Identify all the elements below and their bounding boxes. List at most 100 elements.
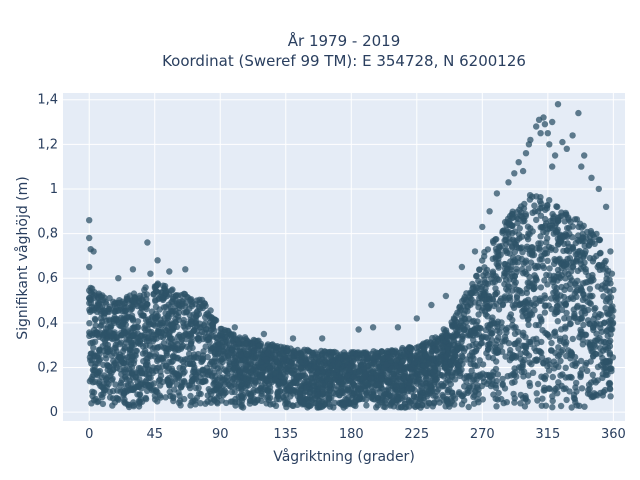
scatter-point: [187, 296, 194, 304]
scatter-point: [541, 121, 549, 128]
scatter-point: [383, 361, 390, 368]
scatter-point: [554, 226, 561, 233]
scatter-point: [128, 369, 136, 376]
scatter-point: [561, 315, 568, 322]
scatter-point: [104, 362, 111, 369]
scatter-point: [525, 321, 532, 328]
scatter-point: [460, 391, 467, 398]
scatter-point: [499, 229, 506, 236]
scatter-point: [494, 262, 502, 270]
scatter-point: [417, 383, 424, 390]
scatter-point: [362, 369, 369, 377]
scatter-point: [541, 250, 548, 258]
scatter-point: [594, 336, 601, 343]
scatter-point: [203, 364, 211, 372]
scatter-point: [319, 335, 326, 342]
scatter-point: [443, 352, 450, 360]
scatter-point: [559, 347, 566, 354]
scatter-point: [590, 276, 597, 284]
scatter-point: [599, 392, 606, 399]
scatter-point: [525, 372, 532, 379]
scatter-point: [148, 387, 156, 394]
scatter-point: [384, 385, 392, 393]
scatter-point: [572, 258, 580, 265]
scatter-point: [96, 350, 103, 357]
scatter-point: [200, 348, 207, 355]
scatter-point: [283, 403, 290, 411]
scatter-point: [367, 375, 375, 382]
scatter-point: [527, 340, 534, 347]
scatter-point: [534, 262, 541, 269]
scatter-point: [192, 401, 199, 408]
scatter-point: [586, 391, 594, 398]
scatter-point: [479, 257, 486, 264]
scatter-point: [422, 375, 430, 382]
scatter-point: [154, 328, 162, 335]
scatter-point: [87, 284, 94, 292]
scatter-point: [528, 244, 536, 251]
scatter-point: [425, 399, 433, 406]
scatter-point: [136, 391, 143, 398]
scatter-point: [479, 361, 487, 368]
scatter-point: [216, 382, 223, 389]
scatter-point: [557, 402, 565, 410]
scatter-point: [606, 349, 613, 357]
scatter-point: [532, 295, 539, 302]
scatter-point: [284, 365, 291, 372]
scatter-point: [90, 307, 98, 314]
scatter-point: [536, 256, 543, 263]
scatter-point: [447, 380, 454, 388]
scatter-point: [340, 380, 347, 388]
scatter-point: [322, 352, 329, 359]
scatter-point: [93, 331, 101, 339]
scatter-point: [587, 293, 594, 300]
scatter-point: [526, 196, 534, 203]
scatter-point: [486, 377, 493, 385]
scatter-point: [473, 376, 480, 383]
scatter-point: [499, 338, 506, 345]
scatter-point: [406, 399, 414, 406]
scatter-point: [257, 374, 264, 381]
scatter-point: [311, 363, 318, 371]
scatter-point: [562, 364, 569, 371]
scatter-point: [137, 365, 144, 372]
scatter-point: [478, 307, 486, 314]
scatter-point: [570, 391, 578, 399]
scatter-point: [128, 364, 136, 371]
scatter-point: [537, 224, 544, 231]
scatter-point: [397, 404, 405, 411]
scatter-point: [590, 315, 597, 322]
scatter-point: [582, 268, 589, 275]
scatter-point: [593, 230, 600, 238]
y-tick-label: 0,8: [37, 227, 58, 242]
scatter-point: [405, 385, 413, 392]
scatter-point: [454, 309, 461, 316]
y-tick-label: 1,2: [37, 137, 58, 152]
scatter-point: [418, 355, 425, 363]
scatter-point: [567, 274, 574, 281]
scatter-point: [538, 204, 546, 211]
scatter-point: [448, 395, 455, 402]
scatter-point: [154, 257, 161, 264]
scatter-point: [276, 382, 284, 389]
scatter-point: [530, 285, 537, 293]
scatter-point: [138, 380, 146, 387]
scatter-point: [90, 292, 98, 299]
scatter-point: [580, 252, 587, 259]
scatter-point: [582, 331, 589, 338]
scatter-point: [529, 369, 537, 376]
scatter-point: [231, 324, 238, 331]
scatter-point: [564, 240, 571, 247]
scatter-point: [142, 284, 149, 291]
scatter-point: [156, 306, 163, 313]
scatter-point: [86, 217, 93, 224]
scatter-point: [235, 339, 242, 346]
scatter-point: [469, 280, 476, 288]
scatter-point: [420, 361, 428, 369]
scatter-point: [86, 320, 93, 327]
scatter-point: [294, 373, 301, 380]
y-tick-label: 0,2: [37, 360, 58, 375]
scatter-point: [551, 328, 559, 335]
scatter-point: [204, 353, 211, 361]
scatter-point: [363, 390, 370, 398]
